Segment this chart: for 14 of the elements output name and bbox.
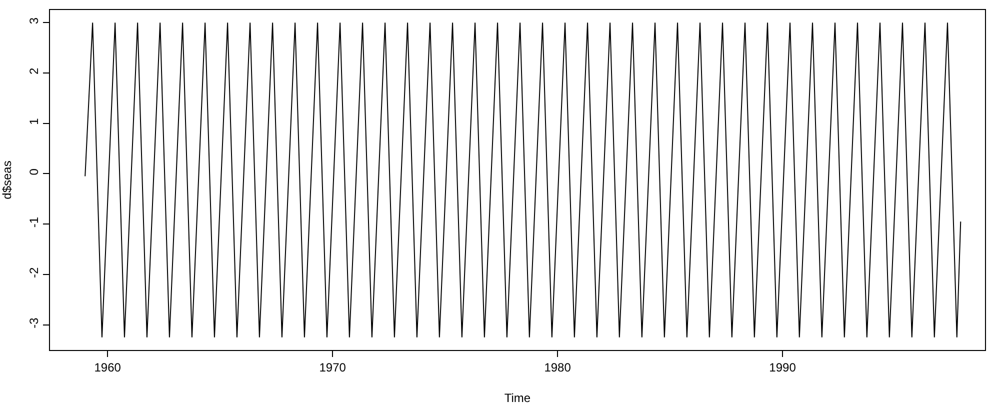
y-tick-label: -2: [27, 266, 42, 278]
x-tick-label: 1990: [769, 360, 796, 374]
x-tick-label: 1980: [544, 360, 572, 374]
x-tick-label: 1960: [94, 360, 122, 374]
x-axis-title: Time: [504, 391, 531, 405]
x-tick-label: 1970: [319, 360, 346, 374]
y-tick-label: 1: [27, 118, 42, 125]
line-series: [84, 22, 962, 338]
y-axis-title: d$seas: [0, 160, 14, 200]
y-tick-label: 3: [27, 17, 42, 24]
y-tick-label: 2: [27, 68, 42, 75]
y-tick-label: 0: [27, 168, 42, 176]
y-tick-label: -3: [27, 317, 42, 328]
y-tick-label: -1: [27, 216, 42, 228]
